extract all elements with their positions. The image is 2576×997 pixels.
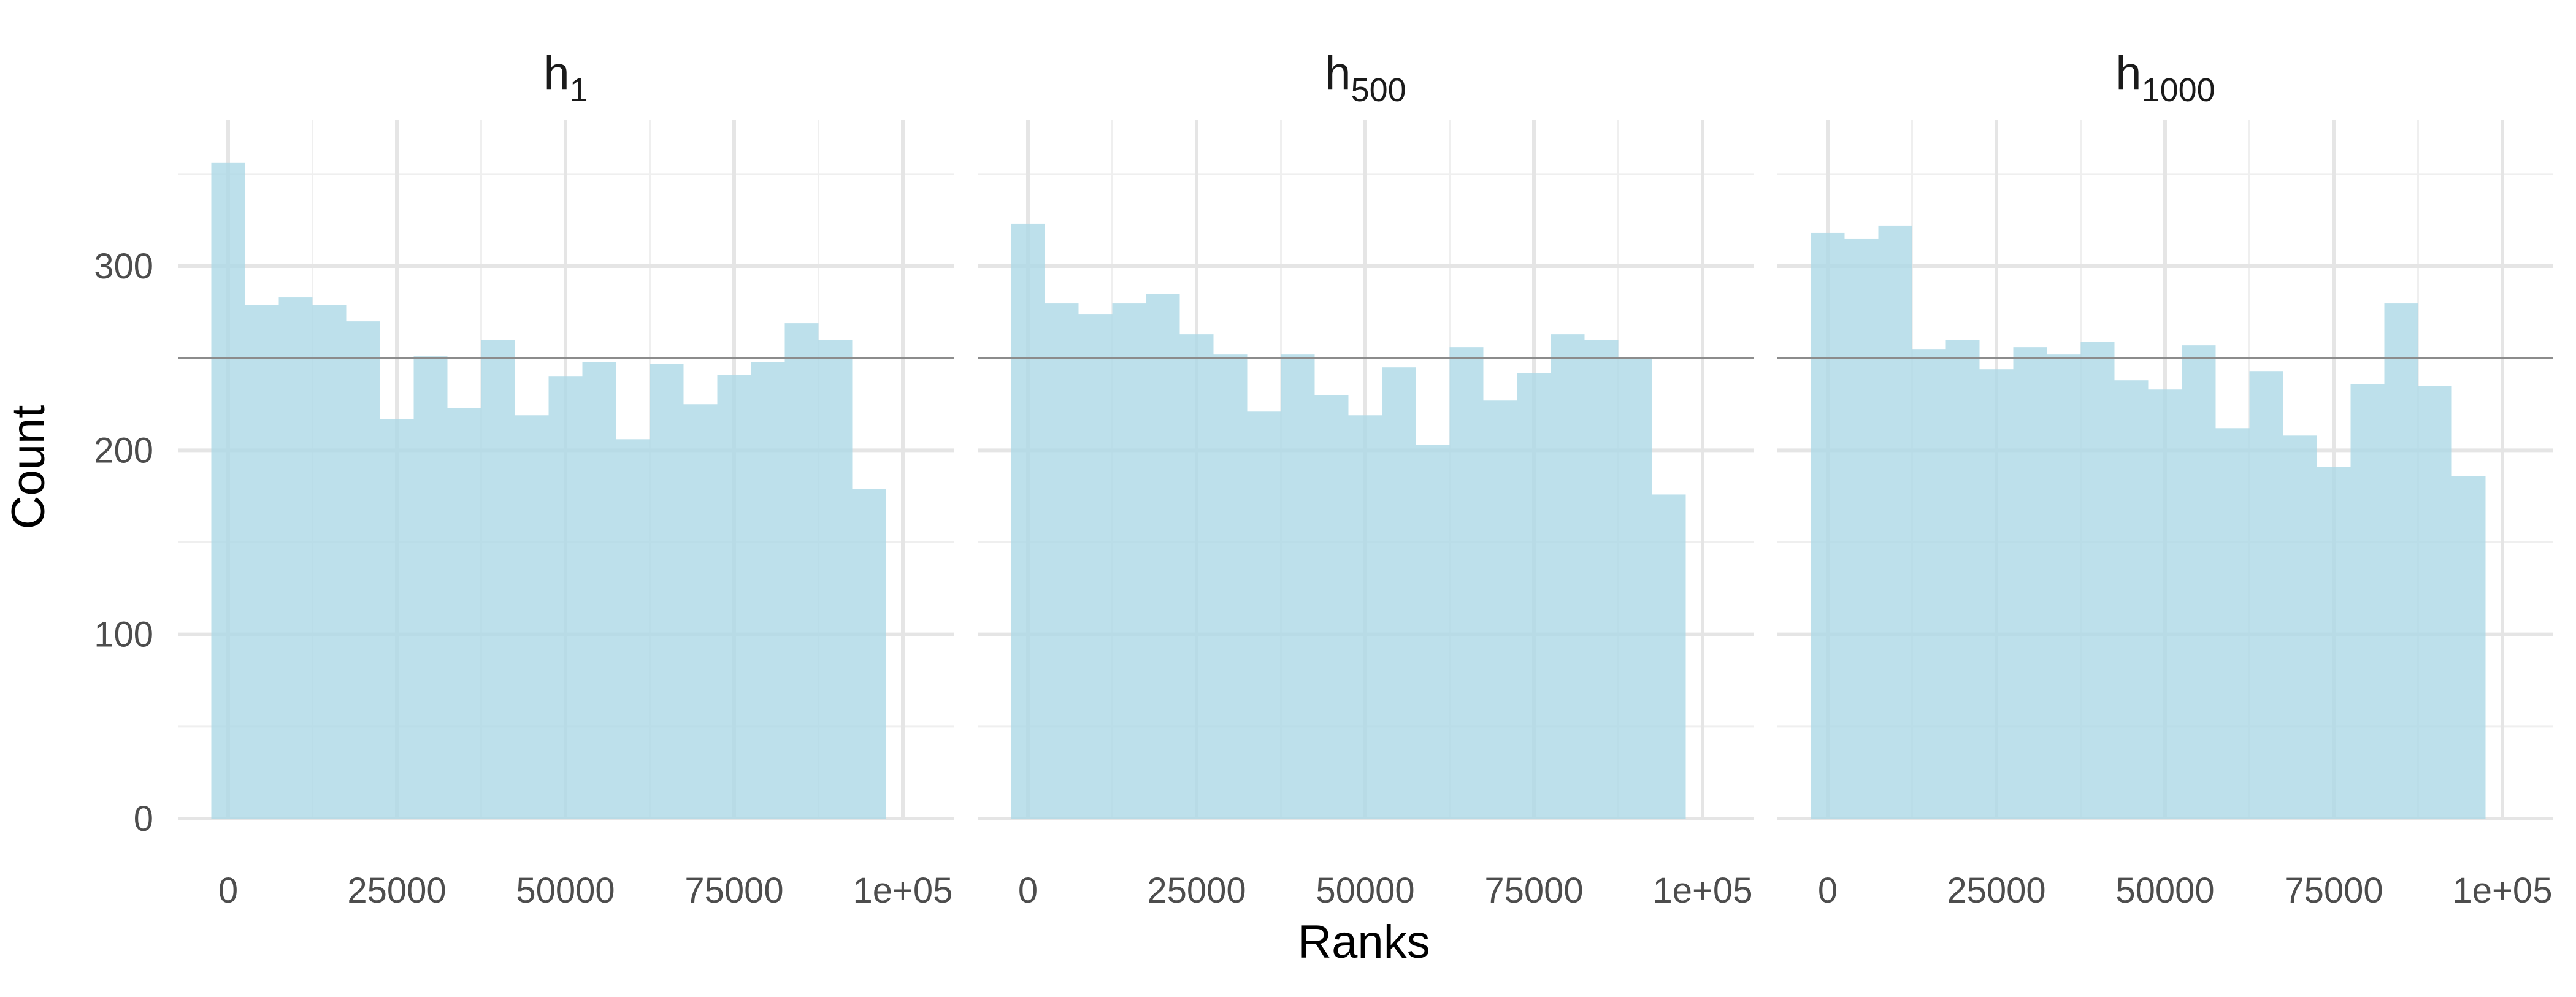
- histogram-bar: [1878, 225, 1912, 819]
- histogram-bar: [481, 340, 515, 819]
- y-axis: 0 100 200 300: [94, 246, 153, 839]
- histogram-bar: [2215, 428, 2250, 819]
- x-tick-label: 50000: [1316, 871, 1414, 911]
- facet-title: h1: [543, 47, 588, 109]
- histogram-bar: [2384, 303, 2418, 819]
- facet-panel-2: 0 25000 50000 75000 1e+05 h500: [978, 47, 1754, 911]
- histogram-bar: [1483, 400, 1517, 819]
- histogram-bar: [515, 415, 549, 819]
- x-tick-label: 25000: [1947, 871, 2045, 911]
- x-tick-label: 50000: [516, 871, 615, 911]
- histogram-bar: [1314, 395, 1349, 819]
- histogram-bar: [2283, 435, 2317, 819]
- histogram-bar: [2148, 389, 2182, 819]
- histogram-bar: [751, 362, 785, 819]
- histogram-bar: [2418, 386, 2452, 819]
- histogram-bar: [312, 305, 347, 819]
- facet-title: h1000: [2115, 47, 2215, 109]
- histogram-bar: [818, 340, 853, 819]
- x-axis-title: Ranks: [1298, 916, 1430, 968]
- facet-panel-1: 0 25000 50000 75000 1e+05 h1: [178, 47, 954, 911]
- histogram-bar: [1078, 314, 1113, 819]
- histogram-bar: [2249, 371, 2283, 819]
- x-tick-label: 1e+05: [1653, 871, 1753, 911]
- x-tick-label: 75000: [1484, 871, 1583, 911]
- x-tick-label: 1e+05: [853, 871, 953, 911]
- histogram-bar: [278, 297, 313, 819]
- histogram-bar: [1652, 494, 1686, 819]
- x-tick-label: 1e+05: [2453, 871, 2553, 911]
- histogram-bar: [1247, 411, 1281, 819]
- facet-panels: 0 25000 50000 75000 1e+05 h1 0 25000 50000 75000 1…: [178, 47, 2553, 911]
- histogram-bar: [413, 356, 448, 819]
- histogram-bar: [447, 408, 481, 819]
- histogram-bar: [1416, 445, 1450, 819]
- histogram-bar: [1551, 334, 1585, 819]
- y-tick-label: 100: [94, 615, 153, 655]
- histogram-bar: [2114, 380, 2149, 819]
- histogram-bar: [1213, 354, 1248, 819]
- histogram-bar: [1112, 303, 1146, 819]
- histogram-bar: [1382, 367, 1416, 819]
- histogram-bar: [2350, 384, 2385, 819]
- histogram-bar: [2317, 467, 2351, 819]
- histogram-bar: [717, 375, 751, 819]
- histogram-bar: [2013, 347, 2047, 819]
- histogram-bar: [1517, 373, 1551, 819]
- histogram-bar: [650, 364, 684, 819]
- histogram-bar: [2047, 354, 2081, 819]
- histogram-bar: [1945, 340, 1980, 819]
- y-tick-label: 300: [94, 246, 153, 286]
- y-tick-label: 0: [134, 799, 153, 839]
- histogram-bar: [1281, 354, 1315, 819]
- x-tick-label: 0: [1818, 871, 1838, 911]
- facet-panel-3: 0 25000 50000 75000 1e+05 h1000: [1777, 47, 2553, 911]
- x-tick-label: 25000: [347, 871, 446, 911]
- y-axis-title: Count: [2, 405, 55, 530]
- histogram-bar: [2451, 476, 2486, 819]
- histogram-bar: [1449, 347, 1484, 819]
- histogram-bar: [1844, 238, 1879, 819]
- histogram-bar: [2080, 342, 2115, 819]
- histogram-bar: [245, 305, 279, 819]
- histogram-bar: [1979, 369, 2014, 819]
- x-tick-label: 0: [1018, 871, 1038, 911]
- histogram-bar: [2182, 345, 2216, 819]
- histogram-bar: [1146, 294, 1180, 819]
- histogram-bar: [211, 162, 245, 819]
- y-tick-label: 200: [94, 430, 153, 470]
- histogram-bar: [683, 404, 718, 819]
- histogram-bar: [346, 321, 380, 819]
- histogram-bar: [1912, 349, 1946, 819]
- histogram-bar: [1618, 358, 1652, 819]
- x-tick-label: 50000: [2115, 871, 2214, 911]
- histogram-bar: [1011, 223, 1045, 819]
- histogram-bar: [380, 419, 414, 819]
- histogram-bar: [616, 439, 650, 819]
- histogram-bar: [548, 376, 583, 819]
- histogram-bar: [1811, 232, 1845, 819]
- histogram-bar: [852, 489, 886, 819]
- x-tick-label: 75000: [684, 871, 783, 911]
- histogram-bar: [1179, 334, 1214, 819]
- facet-title: h500: [1325, 47, 1406, 109]
- histogram-bar: [582, 362, 616, 819]
- histogram-bar: [1045, 303, 1079, 819]
- x-tick-label: 0: [218, 871, 238, 911]
- histogram-bar: [784, 323, 819, 819]
- histogram-bar: [1348, 415, 1382, 819]
- histogram-bar: [1584, 340, 1619, 819]
- x-tick-label: 25000: [1147, 871, 1246, 911]
- x-tick-label: 75000: [2284, 871, 2383, 911]
